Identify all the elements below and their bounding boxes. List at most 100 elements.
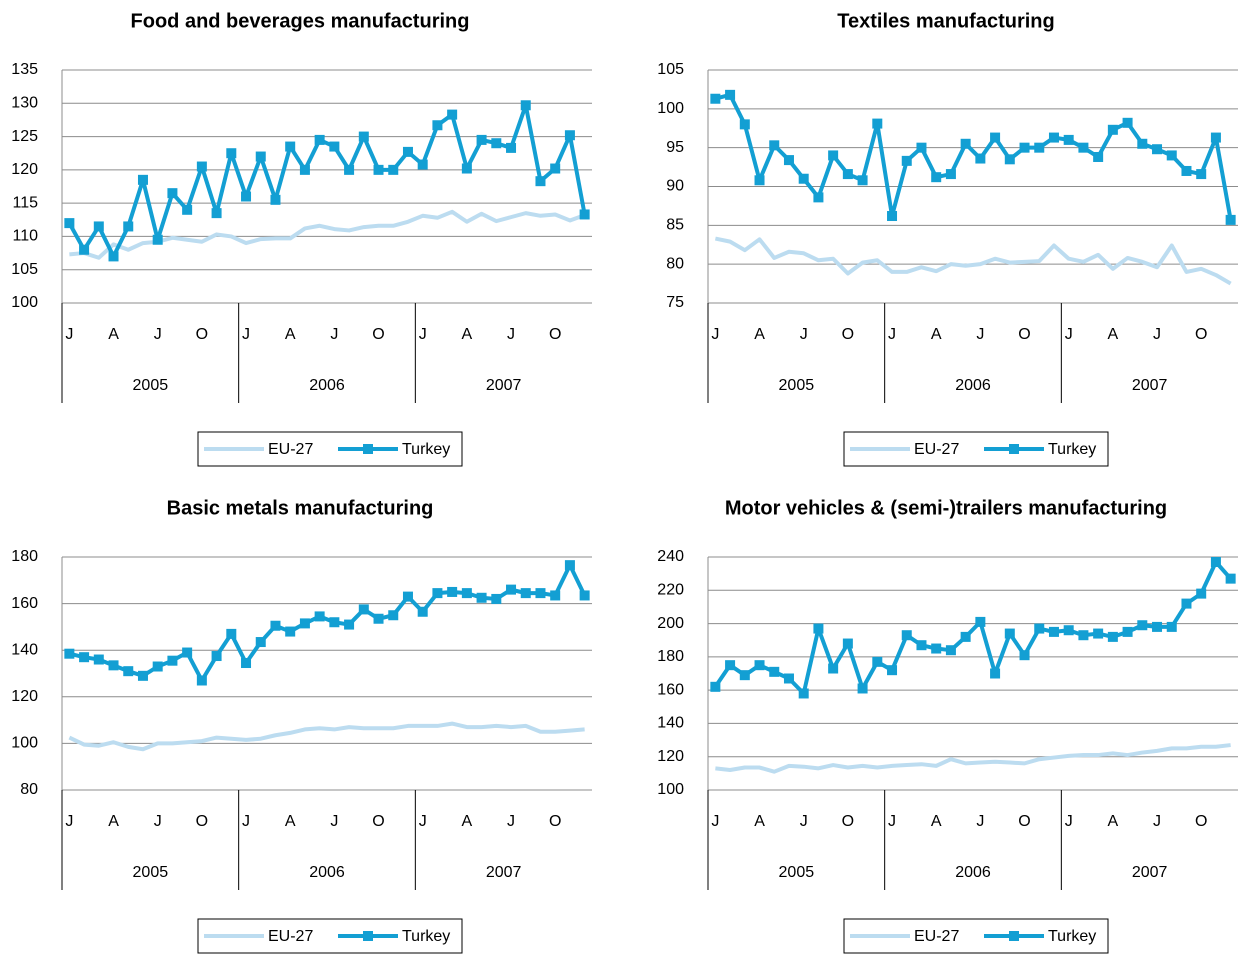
data-point bbox=[79, 652, 90, 663]
data-point bbox=[152, 234, 163, 245]
y-tick-label: 240 bbox=[657, 548, 684, 565]
data-point bbox=[447, 109, 458, 120]
x-tick-label: O bbox=[549, 813, 561, 830]
legend-label: Turkey bbox=[402, 928, 450, 945]
chart-title: Textiles manufacturing bbox=[837, 10, 1054, 32]
data-point bbox=[167, 655, 178, 666]
data-point bbox=[960, 631, 971, 642]
data-point bbox=[535, 176, 546, 187]
x-tick-label: J bbox=[711, 813, 719, 830]
x-tick-label: A bbox=[285, 326, 296, 343]
data-point bbox=[798, 173, 809, 184]
data-point bbox=[373, 164, 384, 175]
x-tick-label: A bbox=[1108, 813, 1119, 830]
data-point bbox=[769, 666, 780, 677]
data-point bbox=[783, 155, 794, 166]
series-line bbox=[715, 743, 1231, 774]
data-point bbox=[887, 211, 898, 222]
x-tick-label: J bbox=[154, 326, 162, 343]
x-tick-label: O bbox=[842, 813, 854, 830]
data-point bbox=[579, 590, 590, 601]
data-point bbox=[1181, 598, 1192, 609]
data-point bbox=[579, 209, 590, 220]
y-tick-label: 80 bbox=[666, 255, 684, 272]
x-tick-label: A bbox=[285, 813, 296, 830]
data-point bbox=[1122, 626, 1133, 637]
data-point bbox=[1063, 625, 1074, 636]
x-tick-label: A bbox=[108, 813, 119, 830]
data-point bbox=[373, 613, 384, 624]
x-group-label: 2005 bbox=[133, 864, 169, 881]
data-point bbox=[931, 172, 942, 183]
data-point bbox=[1152, 621, 1163, 632]
data-point bbox=[1004, 628, 1015, 639]
x-tick-label: J bbox=[800, 326, 808, 343]
data-point bbox=[1078, 142, 1089, 153]
y-tick-label: 140 bbox=[11, 641, 38, 658]
data-point bbox=[828, 150, 839, 161]
data-point bbox=[739, 670, 750, 681]
x-tick-label: J bbox=[242, 326, 250, 343]
data-point bbox=[1019, 650, 1030, 661]
x-group-label: 2006 bbox=[955, 864, 991, 881]
legend-label: Turkey bbox=[402, 441, 450, 458]
data-point bbox=[270, 620, 281, 631]
data-point bbox=[461, 588, 472, 599]
data-point bbox=[916, 142, 927, 153]
data-point bbox=[1122, 117, 1133, 128]
data-point bbox=[506, 584, 517, 595]
x-tick-label: O bbox=[842, 326, 854, 343]
data-point bbox=[196, 161, 207, 172]
legend-label: EU-27 bbox=[914, 928, 959, 945]
data-point bbox=[211, 208, 222, 219]
data-point bbox=[108, 660, 119, 671]
x-group-label: 2006 bbox=[955, 377, 991, 394]
data-point bbox=[842, 638, 853, 649]
data-point bbox=[1181, 165, 1192, 176]
data-point bbox=[813, 623, 824, 634]
x-tick-label: A bbox=[931, 813, 942, 830]
x-tick-label: J bbox=[711, 326, 719, 343]
x-tick-label: A bbox=[108, 326, 119, 343]
data-point bbox=[255, 151, 266, 162]
y-tick-label: 115 bbox=[12, 194, 38, 211]
data-point bbox=[314, 611, 325, 622]
data-point bbox=[1210, 556, 1221, 567]
y-tick-label: 80 bbox=[20, 781, 38, 798]
data-point bbox=[1210, 132, 1221, 143]
x-tick-label: J bbox=[976, 326, 984, 343]
y-tick-label: 125 bbox=[11, 128, 38, 145]
data-point bbox=[769, 140, 780, 151]
data-point bbox=[93, 221, 104, 232]
data-point bbox=[137, 670, 148, 681]
y-tick-label: 75 bbox=[666, 294, 684, 311]
legend-label: EU-27 bbox=[268, 928, 313, 945]
legend-label: Turkey bbox=[1048, 441, 1096, 458]
data-point bbox=[167, 188, 178, 199]
x-tick-label: J bbox=[154, 813, 162, 830]
data-point bbox=[329, 617, 340, 628]
x-tick-label: J bbox=[419, 326, 427, 343]
x-tick-label: J bbox=[65, 326, 73, 343]
series-line bbox=[68, 563, 587, 683]
data-point bbox=[299, 618, 310, 629]
legend-marker bbox=[363, 444, 373, 454]
data-point bbox=[64, 218, 75, 229]
data-point bbox=[535, 588, 546, 599]
x-tick-label: O bbox=[1195, 813, 1207, 830]
x-tick-label: A bbox=[462, 326, 473, 343]
data-point bbox=[975, 616, 986, 627]
data-point bbox=[137, 174, 148, 185]
data-point bbox=[461, 163, 472, 174]
data-point bbox=[211, 651, 222, 662]
data-point bbox=[887, 665, 898, 676]
data-point bbox=[754, 175, 765, 186]
x-tick-label: J bbox=[888, 813, 896, 830]
legend-label: EU-27 bbox=[268, 441, 313, 458]
x-group-label: 2007 bbox=[486, 377, 522, 394]
data-point bbox=[901, 630, 912, 641]
series-line bbox=[69, 209, 586, 260]
data-point bbox=[299, 164, 310, 175]
data-point bbox=[1034, 142, 1045, 153]
